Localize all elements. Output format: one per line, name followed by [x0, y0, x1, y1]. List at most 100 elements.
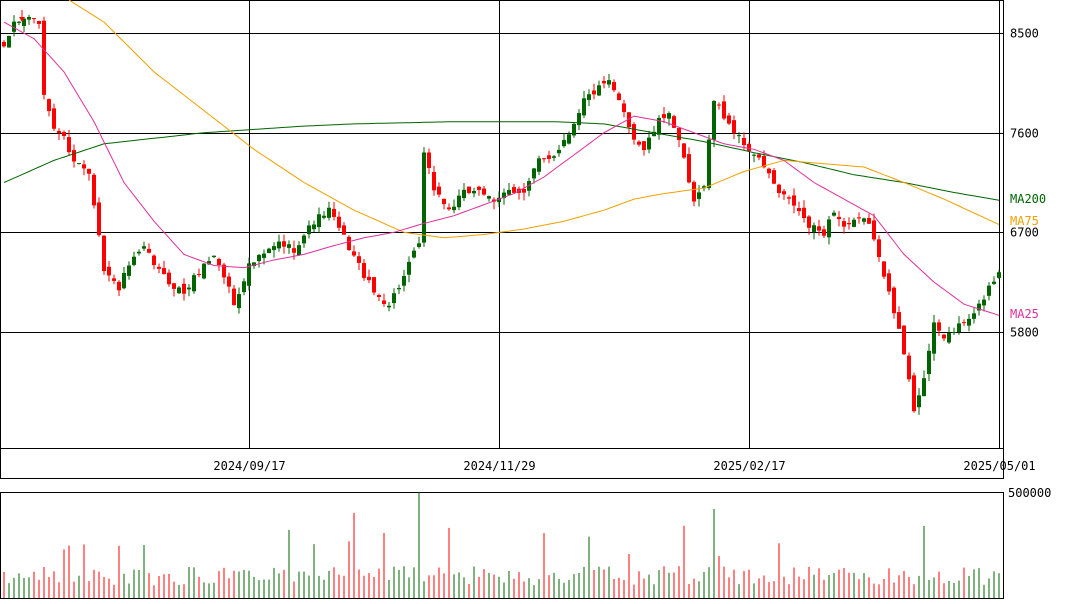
candle-body — [802, 207, 806, 219]
candle-body — [717, 104, 721, 106]
candle-body — [392, 293, 396, 304]
candle-body — [22, 18, 26, 26]
candle-body — [897, 312, 901, 329]
candle-body — [822, 229, 826, 236]
candle-body — [497, 197, 501, 203]
candle-body — [292, 248, 296, 253]
candle-body — [87, 168, 91, 174]
candle-body — [952, 332, 956, 334]
candle-body — [917, 395, 921, 408]
candle-body — [857, 217, 861, 219]
candle-body — [182, 283, 186, 294]
candle-body — [62, 132, 66, 136]
candle-body — [132, 256, 136, 265]
date-axis-strip — [0, 448, 1004, 479]
candle-body — [32, 18, 36, 20]
candle-body — [272, 246, 276, 250]
candle-body — [677, 127, 681, 141]
candle-body — [812, 225, 816, 232]
candle-body — [282, 241, 286, 247]
candle-body — [567, 134, 571, 144]
ma200-line — [3, 121, 1000, 201]
date-tick-label: 2025/05/01 — [963, 459, 1035, 473]
candle-body — [872, 220, 876, 240]
candle-body — [642, 141, 646, 151]
candle-body — [262, 253, 266, 258]
candle-body — [57, 130, 61, 134]
candle-body — [27, 17, 31, 20]
candle-body — [137, 251, 141, 254]
candle-body — [192, 275, 196, 292]
candle-body — [927, 350, 931, 375]
candle-body — [332, 208, 336, 217]
candle-body — [817, 226, 821, 231]
candle-body — [807, 216, 811, 228]
candle-body — [372, 277, 376, 293]
candle-body — [877, 239, 881, 258]
candle-body — [237, 294, 241, 309]
candle-body — [162, 268, 166, 274]
candle-body — [342, 225, 346, 235]
candle-body — [757, 154, 761, 158]
candle-body — [552, 156, 556, 158]
volume-panel-frame — [0, 492, 1004, 599]
candle-body — [97, 202, 101, 236]
candle-body — [832, 212, 836, 216]
price-tick-label: 7600 — [1010, 127, 1039, 141]
candle-body — [992, 281, 996, 284]
candle-body — [777, 184, 781, 193]
candle-body — [147, 248, 151, 253]
candle-body — [232, 288, 236, 306]
candle-body — [177, 287, 181, 294]
candle-body — [337, 216, 341, 228]
candle-body — [827, 219, 831, 238]
candle-body — [142, 246, 146, 249]
candle-body — [477, 186, 481, 190]
candle-body — [82, 164, 86, 169]
candle-body — [722, 101, 726, 119]
candle-body — [382, 300, 386, 304]
candle-body — [527, 181, 531, 191]
candle-body — [122, 272, 126, 289]
ma-legend-label: MA25 — [1010, 307, 1039, 321]
candle-body — [647, 137, 651, 150]
candle-body — [442, 198, 446, 205]
marker-arrow-head — [19, 17, 25, 22]
candle-body — [602, 80, 606, 84]
candle-body — [252, 262, 256, 267]
candle-body — [207, 261, 211, 265]
candle-body — [427, 152, 431, 168]
ma25-line — [3, 21, 1000, 316]
candle-body — [327, 207, 331, 218]
candle-body — [537, 158, 541, 172]
candle-body — [297, 245, 301, 256]
candle-body — [697, 192, 701, 199]
candle-body — [942, 334, 946, 339]
candle-body — [522, 188, 526, 193]
candle-body — [962, 322, 966, 324]
candle-body — [502, 192, 506, 199]
candle-body — [287, 244, 291, 248]
candle-body — [197, 273, 201, 275]
candle-body — [987, 285, 991, 296]
candle-body — [617, 93, 621, 101]
candle-body — [782, 191, 786, 195]
candle-body — [982, 299, 986, 306]
candle-body — [377, 295, 381, 297]
candle-body — [882, 261, 886, 277]
candle-body — [387, 305, 391, 308]
candle-body — [117, 281, 121, 291]
candle-body — [862, 218, 866, 222]
candle-body — [887, 273, 891, 292]
candle-body — [852, 219, 856, 227]
candle-body — [747, 143, 751, 152]
candle-body — [947, 333, 951, 343]
candle-body — [487, 196, 491, 199]
candle-body — [932, 322, 936, 354]
candle-body — [622, 103, 626, 113]
candle-body — [542, 158, 546, 160]
candle-body — [507, 189, 511, 195]
date-tick-label: 2024/09/17 — [213, 459, 285, 473]
